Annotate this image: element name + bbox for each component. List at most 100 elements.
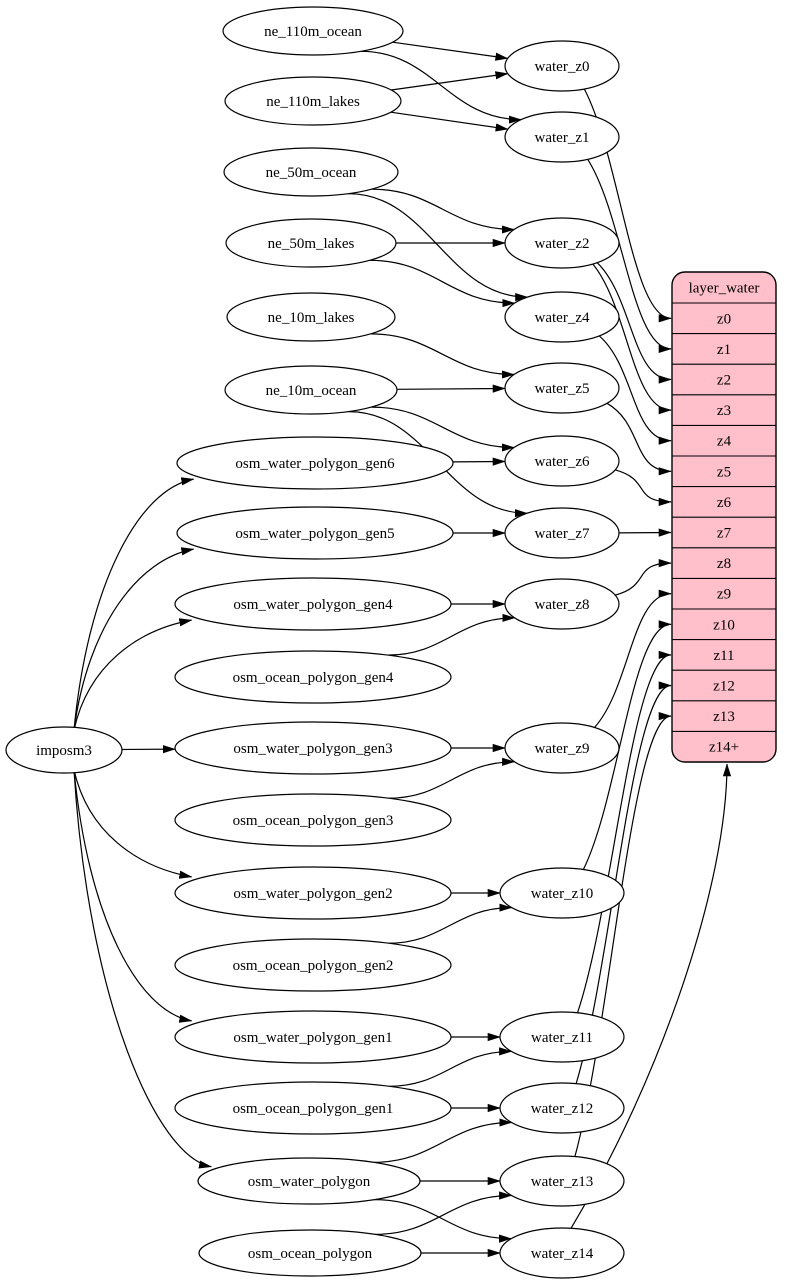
edge-osm_water_polygon-to-water_z12 <box>373 1118 513 1163</box>
node-ellipse-water_z4 <box>504 291 620 343</box>
edge-water_z4-to-row-z4 <box>598 335 672 445</box>
node-ellipse-imposm3 <box>5 726 123 774</box>
node-ellipse-osm_ocean_polygon_gen4 <box>174 650 452 704</box>
node-label-osm_ocean_polygon_gen4: osm_ocean_polygon_gen4 <box>233 670 394 686</box>
edge-ne_110m_ocean-to-water_z0 <box>392 41 509 61</box>
node-label-osm_water_polygon_gen2: osm_water_polygon_gen2 <box>233 886 392 902</box>
table-row-z12: z12 <box>713 679 735 695</box>
edge-water_z2-to-row-z3 <box>592 263 672 415</box>
node-ellipse-osm_water_polygon_gen2 <box>174 866 452 920</box>
table-row-z10: z10 <box>713 617 735 633</box>
node-label-osm_ocean_polygon: osm_ocean_polygon <box>248 1246 373 1262</box>
node-label-osm_water_polygon_gen3: osm_water_polygon_gen3 <box>233 741 392 757</box>
table-row-z3: z3 <box>717 403 731 419</box>
table-row-z2: z2 <box>717 373 731 389</box>
node-osm_water_polygon_gen4: osm_water_polygon_gen4 <box>174 577 452 631</box>
edge-ne_110m_ocean-to-water_z1 <box>360 50 522 124</box>
node-ellipse-water_z13 <box>499 1155 625 1207</box>
edge-ne_50m_lakes-to-water_z4 <box>369 259 516 308</box>
node-ellipse-water_z5 <box>504 362 620 414</box>
node-osm_ocean_polygon_gen4: osm_ocean_polygon_gen4 <box>174 650 452 704</box>
node-water_z9: water_z9 <box>504 722 620 774</box>
node-ellipse-water_z0 <box>504 40 620 92</box>
node-ellipse-water_z7 <box>504 507 620 559</box>
edge-osm_ocean_polygon-to-water_z13 <box>375 1191 513 1235</box>
edge-imposm3-to-osm_water_polygon_gen6 <box>73 477 195 731</box>
edge-water_z14-to-row-z14+ <box>570 763 732 1229</box>
node-label-water_z5: water_z5 <box>535 381 590 397</box>
node-ellipse-osm_water_polygon_gen5 <box>176 506 454 560</box>
edge-ne_50m_ocean-to-water_z4 <box>348 193 529 302</box>
node-water_z11: water_z11 <box>499 1011 625 1063</box>
node-ellipse-water_z2 <box>504 217 620 269</box>
node-ellipse-water_z11 <box>499 1011 625 1063</box>
node-ellipse-water_z8 <box>504 578 620 630</box>
edge-ne_10m_lakes-to-water_z5 <box>370 333 515 379</box>
node-label-ne_110m_ocean: ne_110m_ocean <box>264 24 362 40</box>
node-label-osm_water_polygon: osm_water_polygon <box>248 1174 371 1190</box>
edge-water_z9-to-row-z9 <box>594 589 672 728</box>
table-layer-water: layer_water z0 z1 z2 z3 z4 z5 z6 z7 z8 z9 z10 z11 z12… <box>671 271 777 763</box>
node-ellipse-osm_ocean_polygon_gen1 <box>174 1081 452 1135</box>
node-label-water_z4: water_z4 <box>535 310 590 326</box>
node-label-water_z10: water_z10 <box>531 886 593 902</box>
node-label-osm_ocean_polygon_gen1: osm_ocean_polygon_gen1 <box>233 1101 394 1117</box>
node-ellipse-water_z12 <box>499 1082 625 1134</box>
node-label-ne_10m_lakes: ne_10m_lakes <box>268 310 355 326</box>
node-ellipse-water_z10 <box>499 867 625 919</box>
node-ne_10m_lakes: ne_10m_lakes <box>226 292 396 342</box>
table-row-z1: z1 <box>717 342 731 358</box>
edge-osm_ocean_polygon_gen2-to-water_z10 <box>388 903 513 944</box>
edge-water_z6-to-row-z6 <box>615 469 672 506</box>
node-imposm3: imposm3 <box>5 726 123 774</box>
node-label-water_z2: water_z2 <box>535 236 590 252</box>
node-label-osm_ocean_polygon_gen2: osm_ocean_polygon_gen2 <box>233 958 394 974</box>
edge-ne_10m_ocean-to-water_z5 <box>396 384 506 393</box>
table-row-z7: z7 <box>717 526 732 542</box>
edge-imposm3-to-osm_water_polygon_gen1 <box>73 769 193 1023</box>
node-ellipse-osm_water_polygon_gen3 <box>174 721 452 775</box>
node-label-imposm3: imposm3 <box>36 743 92 759</box>
table-row-z11: z11 <box>713 648 734 664</box>
node-osm_water_polygon_gen6: osm_water_polygon_gen6 <box>176 436 454 490</box>
table-row-z9: z9 <box>717 587 731 603</box>
node-ellipse-osm_ocean_polygon_gen2 <box>174 938 452 992</box>
node-label-water_z13: water_z13 <box>531 1174 593 1190</box>
node-water_z8: water_z8 <box>504 578 620 630</box>
table-row-z14+: z14+ <box>709 740 739 756</box>
node-label-osm_ocean_polygon_gen3: osm_ocean_polygon_gen3 <box>233 813 394 829</box>
node-water_z14: water_z14 <box>499 1227 625 1279</box>
edge-water_z10-to-row-z10 <box>582 620 672 870</box>
node-water_z2: water_z2 <box>504 217 620 269</box>
node-osm_ocean_polygon_gen2: osm_ocean_polygon_gen2 <box>174 938 452 992</box>
edge-water_z1-to-row-z1 <box>587 158 672 353</box>
node-ellipse-osm_ocean_polygon <box>198 1229 422 1277</box>
table-row-z4: z4 <box>717 434 732 450</box>
node-label-osm_water_polygon_gen6: osm_water_polygon_gen6 <box>235 456 395 472</box>
node-label-water_z8: water_z8 <box>535 597 590 613</box>
node-label-osm_water_polygon_gen1: osm_water_polygon_gen1 <box>233 1030 392 1046</box>
node-water_z7: water_z7 <box>504 507 620 559</box>
node-water_z5: water_z5 <box>504 362 620 414</box>
table-row-z0: z0 <box>717 311 731 327</box>
table-row-z5: z5 <box>717 464 731 480</box>
edge-ne_10m_ocean-to-water_z6 <box>371 406 515 452</box>
node-osm_water_polygon_gen3: osm_water_polygon_gen3 <box>174 721 452 775</box>
edge-ne_50m_ocean-to-water_z2 <box>371 188 515 234</box>
node-ellipse-osm_water_polygon_gen6 <box>176 436 454 490</box>
node-osm_ocean_polygon: osm_ocean_polygon <box>198 1229 422 1277</box>
node-ne_10m_ocean: ne_10m_ocean <box>224 365 398 415</box>
node-ellipse-water_z6 <box>504 435 620 487</box>
node-label-ne_50m_lakes: ne_50m_lakes <box>268 236 355 252</box>
node-ellipse-ne_50m_lakes <box>225 218 397 268</box>
edge-imposm3-to-osm_water_polygon_gen5 <box>73 547 195 731</box>
node-osm_ocean_polygon_gen1: osm_ocean_polygon_gen1 <box>174 1081 452 1135</box>
node-osm_water_polygon: osm_water_polygon <box>197 1157 421 1205</box>
edge-water_z11-to-row-z11 <box>576 650 672 1013</box>
node-water_z10: water_z10 <box>499 867 625 919</box>
node-osm_water_polygon_gen2: osm_water_polygon_gen2 <box>174 866 452 920</box>
node-ne_50m_ocean: ne_50m_ocean <box>223 147 399 197</box>
node-ellipse-water_z14 <box>499 1227 625 1279</box>
edge-osm_ocean_polygon_gen4-to-water_z8 <box>387 613 516 656</box>
